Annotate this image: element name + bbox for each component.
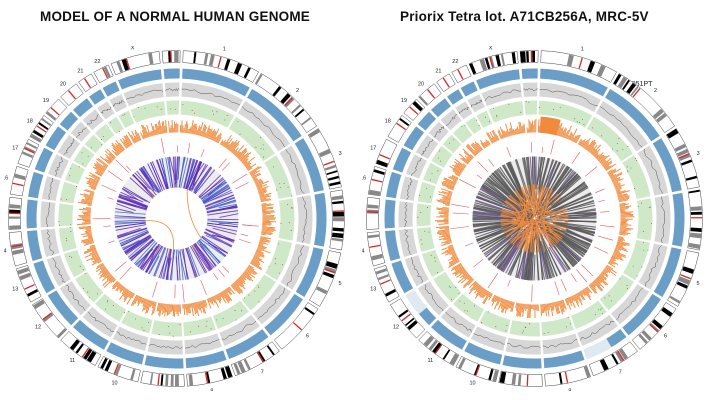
chromosome-label: 16 — [4, 176, 8, 182]
chromosome-label: 20 — [418, 81, 424, 87]
chromosome-label: 13 — [12, 287, 18, 293]
chromosome-label: 2 — [654, 88, 657, 94]
chromosome-sector-17: 17 — [12, 138, 117, 192]
chromosome-label: 18 — [385, 119, 391, 125]
chromosome-label: 8 — [210, 388, 213, 391]
chromosome-label: 17 — [12, 145, 18, 151]
chromosome-label: 1 — [581, 47, 584, 53]
chromosome-label: 17 — [370, 145, 376, 151]
chromosome-sector-Y: Y — [161, 46, 181, 153]
chromosome-sector-5: 5 — [239, 233, 342, 307]
chromosome-label: 22 — [94, 59, 100, 65]
chromosome-sector-19: 19 — [43, 98, 130, 173]
chromosome-label: 8 — [568, 388, 571, 391]
chromosome-sector-19: 19 — [401, 98, 489, 173]
chromosome-sector-11: 11 — [60, 266, 135, 366]
chromosome-sector-1: 1 — [537, 47, 617, 155]
chromosome-sector-8: 8 — [182, 284, 233, 391]
chromosome-sector-9: 9 — [498, 284, 543, 387]
chromosome-label: 10 — [469, 381, 475, 387]
chromosome-label: 16 — [362, 176, 366, 182]
chromosome-sector-6: 6 — [576, 264, 677, 350]
chromosome-label: 7 — [619, 370, 622, 376]
chromosome-label: 22 — [452, 59, 458, 65]
chromosome-sector-16: 16 — [362, 165, 470, 208]
chromosome-sector-11: 11 — [418, 273, 498, 366]
chromosome-sector-7: 7 — [560, 273, 638, 377]
chromosome-sector-13: 13 — [370, 242, 474, 303]
chromosome-label: 14 — [4, 248, 7, 254]
chromosome-sector-20: 20 — [418, 81, 495, 167]
chromosome-label: 10 — [111, 381, 117, 387]
chromosome-label: 1 — [223, 47, 226, 53]
chromosome-sector-Y: Y — [519, 46, 539, 153]
chromosome-sector-22: 22 — [451, 59, 500, 144]
chromosome-sector-16: 16 — [4, 165, 114, 207]
chromosome-label: 12 — [393, 325, 399, 331]
chromosome-label: 5 — [338, 281, 341, 287]
chromosome-sector-20: 20 — [60, 81, 132, 171]
chromosome-sector-5: 5 — [594, 235, 700, 307]
chromosome-sector-14: 14 — [362, 225, 470, 267]
chromosome-label: 21 — [435, 68, 441, 74]
chromosome-label: 3 — [339, 151, 342, 157]
chromosome-label: 19 — [401, 98, 407, 104]
chromosome-label: 20 — [60, 81, 66, 87]
chromosome-sector-2: 2 — [571, 73, 676, 177]
chromosome-sector-13: 13 — [12, 240, 115, 303]
chromosome-label: 11 — [428, 358, 434, 364]
chromosome-sector-15: 15 — [366, 196, 469, 230]
chromosome-sector-10: 10 — [97, 281, 158, 387]
circos-plot-normal-genome: 12345678910111213141516171819202122XY — [4, 46, 345, 391]
chromosome-sector-18: 18 — [385, 114, 483, 179]
chromosome-label: 3 — [697, 151, 700, 157]
chromosome-sector-X: X — [110, 46, 168, 154]
chromosome-sector-14: 14 — [4, 225, 111, 267]
chromosome-label: 6 — [664, 333, 667, 339]
chromosome-sector-1: 1 — [179, 47, 259, 158]
chromosome-sector-21: 21 — [77, 68, 133, 149]
chromosome-label: X — [489, 46, 493, 52]
chromosome-sector-10: 10 — [455, 279, 515, 387]
chromosome-sector-3: 3 — [232, 128, 342, 203]
left-panel-title: MODEL OF A NORMAL HUMAN GENOME — [40, 9, 310, 24]
chromosome-sector-4: 4 — [242, 189, 345, 251]
chromosome-label: 18 — [27, 119, 33, 125]
chromosome-label: 7 — [261, 370, 264, 376]
chromosome-sector-12: 12 — [390, 259, 483, 339]
chromosome-sector-22: 22 — [93, 59, 142, 144]
chromosome-sector-12: 12 — [32, 261, 127, 339]
chromosome-label: 14 — [362, 248, 365, 254]
chromosome-label: 12 — [35, 325, 41, 331]
chromosome-label: 19 — [43, 98, 49, 104]
chromosome-label: 6 — [306, 333, 309, 339]
chromosome-sector-X: X — [468, 46, 526, 158]
chromosome-sector-18: 18 — [27, 114, 123, 181]
chromosome-sector-2: 2 — [218, 73, 318, 171]
chromosome-sector-9: 9 — [140, 284, 185, 387]
chromosome-label: 2 — [296, 88, 299, 94]
chromosome-label: 11 — [70, 358, 76, 364]
circos-plot-priorix-sample: 12345678910111213141516171819202122XY — [362, 46, 703, 391]
chromosome-label: 5 — [696, 281, 699, 287]
chromosome-sector-6: 6 — [218, 264, 319, 350]
chromosome-sector-4: 4 — [600, 189, 703, 251]
chromosome-sector-8: 8 — [540, 281, 591, 391]
chromosome-sector-21: 21 — [435, 68, 491, 149]
chromosome-label: 13 — [370, 287, 376, 293]
chromosome-sector-3: 3 — [595, 128, 700, 203]
chromosome-label: 21 — [77, 68, 83, 74]
chromosome-sector-17: 17 — [370, 138, 477, 191]
translocation-arcs — [500, 184, 569, 253]
chromosome-label: X — [131, 46, 135, 52]
right-panel-title: Priorix Tetra lot. A71CB256A, MRC-5V — [400, 9, 649, 24]
chromosome-sector-15: 15 — [8, 196, 111, 230]
chromosome-sector-7: 7 — [200, 273, 280, 377]
